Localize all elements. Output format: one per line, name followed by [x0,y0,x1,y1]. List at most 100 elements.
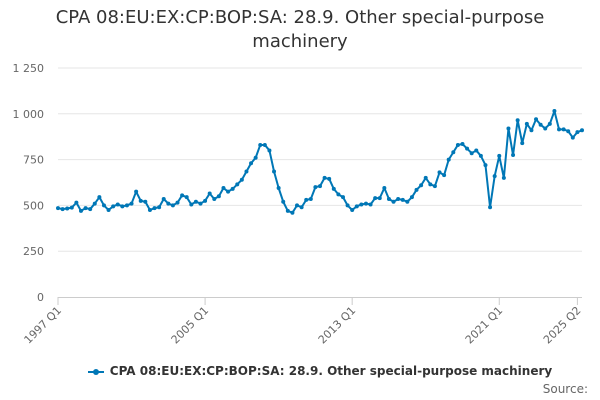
data-point[interactable] [78,208,83,213]
data-point[interactable] [506,126,511,131]
data-point[interactable] [216,194,221,199]
data-point[interactable] [124,203,129,208]
data-point[interactable] [83,206,88,211]
data-point[interactable] [451,150,456,155]
data-point[interactable] [557,127,562,132]
data-point[interactable] [350,207,355,212]
data-point[interactable] [345,203,350,208]
data-point[interactable] [129,201,134,206]
data-point[interactable] [478,153,483,158]
data-point[interactable] [138,198,143,203]
data-point[interactable] [221,185,226,190]
data-point[interactable] [488,205,493,210]
data-point[interactable] [460,142,465,147]
data-point[interactable] [115,202,120,207]
data-point[interactable] [322,175,327,180]
data-point[interactable] [152,206,157,211]
data-point[interactable] [147,207,152,212]
data-point[interactable] [180,193,185,198]
data-point[interactable] [69,205,74,210]
data-point[interactable] [529,128,534,133]
legend[interactable]: CPA 08:EU:EX:CP:BOP:SA: 28.9. Other spec… [60,364,580,378]
data-point[interactable] [386,196,391,201]
data-point[interactable] [442,173,447,178]
data-point[interactable] [212,196,217,201]
data-point[interactable] [253,155,258,160]
data-point[interactable] [483,163,488,168]
data-point[interactable] [547,121,552,126]
data-point[interactable] [106,207,111,212]
data-point[interactable] [157,205,162,210]
data-point[interactable] [455,142,460,147]
data-point[interactable] [101,203,106,208]
data-point[interactable] [474,148,479,153]
data-point[interactable] [235,182,240,187]
data-point[interactable] [492,174,497,179]
data-point[interactable] [285,208,290,213]
data-point[interactable] [262,142,267,147]
data-point[interactable] [368,202,373,207]
data-point[interactable] [405,199,410,204]
data-point[interactable] [203,198,208,203]
data-point[interactable] [295,203,300,208]
data-point[interactable] [340,195,345,200]
data-point[interactable] [501,175,506,180]
data-point[interactable] [363,201,368,206]
data-point[interactable] [272,169,277,174]
data-point[interactable] [189,202,194,207]
data-point[interactable] [396,196,401,201]
data-point[interactable] [230,186,235,191]
data-point[interactable] [543,126,548,131]
data-point[interactable] [92,201,97,206]
data-point[interactable] [56,206,60,211]
data-point[interactable] [561,127,566,132]
data-point[interactable] [359,202,364,207]
data-point[interactable] [373,196,378,201]
data-point[interactable] [60,207,65,212]
data-point[interactable] [538,122,543,127]
data-point[interactable] [226,189,231,194]
data-point[interactable] [497,153,502,158]
data-point[interactable] [198,201,203,206]
data-point[interactable] [267,148,272,153]
data-point[interactable] [423,175,428,180]
data-point[interactable] [428,182,433,187]
data-point[interactable] [281,199,286,204]
data-point[interactable] [520,141,525,146]
data-point[interactable] [88,207,93,212]
data-point[interactable] [465,146,470,151]
data-point[interactable] [299,205,304,210]
credits[interactable]: Source: [542,382,588,396]
data-point[interactable] [552,109,557,114]
data-point[interactable] [143,199,148,204]
data-point[interactable] [120,204,125,209]
data-point[interactable] [414,187,419,192]
data-point[interactable] [419,183,424,188]
data-point[interactable] [239,177,244,182]
data-point[interactable] [170,203,175,208]
data-point[interactable] [249,161,254,166]
data-point[interactable] [166,201,171,206]
data-point[interactable] [580,128,584,133]
data-point[interactable] [244,169,249,174]
data-point[interactable] [469,151,474,156]
data-point[interactable] [437,170,442,175]
data-point[interactable] [318,184,322,189]
data-point[interactable] [409,195,414,200]
data-point[interactable] [258,142,263,147]
data-point[interactable] [432,184,437,189]
data-point[interactable] [134,189,139,194]
data-point[interactable] [354,204,359,209]
data-point[interactable] [308,196,313,201]
data-point[interactable] [331,186,336,191]
data-point[interactable] [382,185,387,190]
data-point[interactable] [276,185,281,190]
data-point[interactable] [336,192,341,197]
data-point[interactable] [313,185,318,190]
data-point[interactable] [304,197,309,202]
data-point[interactable] [327,176,332,181]
data-point[interactable] [570,135,575,140]
data-point[interactable] [566,129,571,134]
data-point[interactable] [511,153,516,158]
data-point[interactable] [74,200,79,205]
